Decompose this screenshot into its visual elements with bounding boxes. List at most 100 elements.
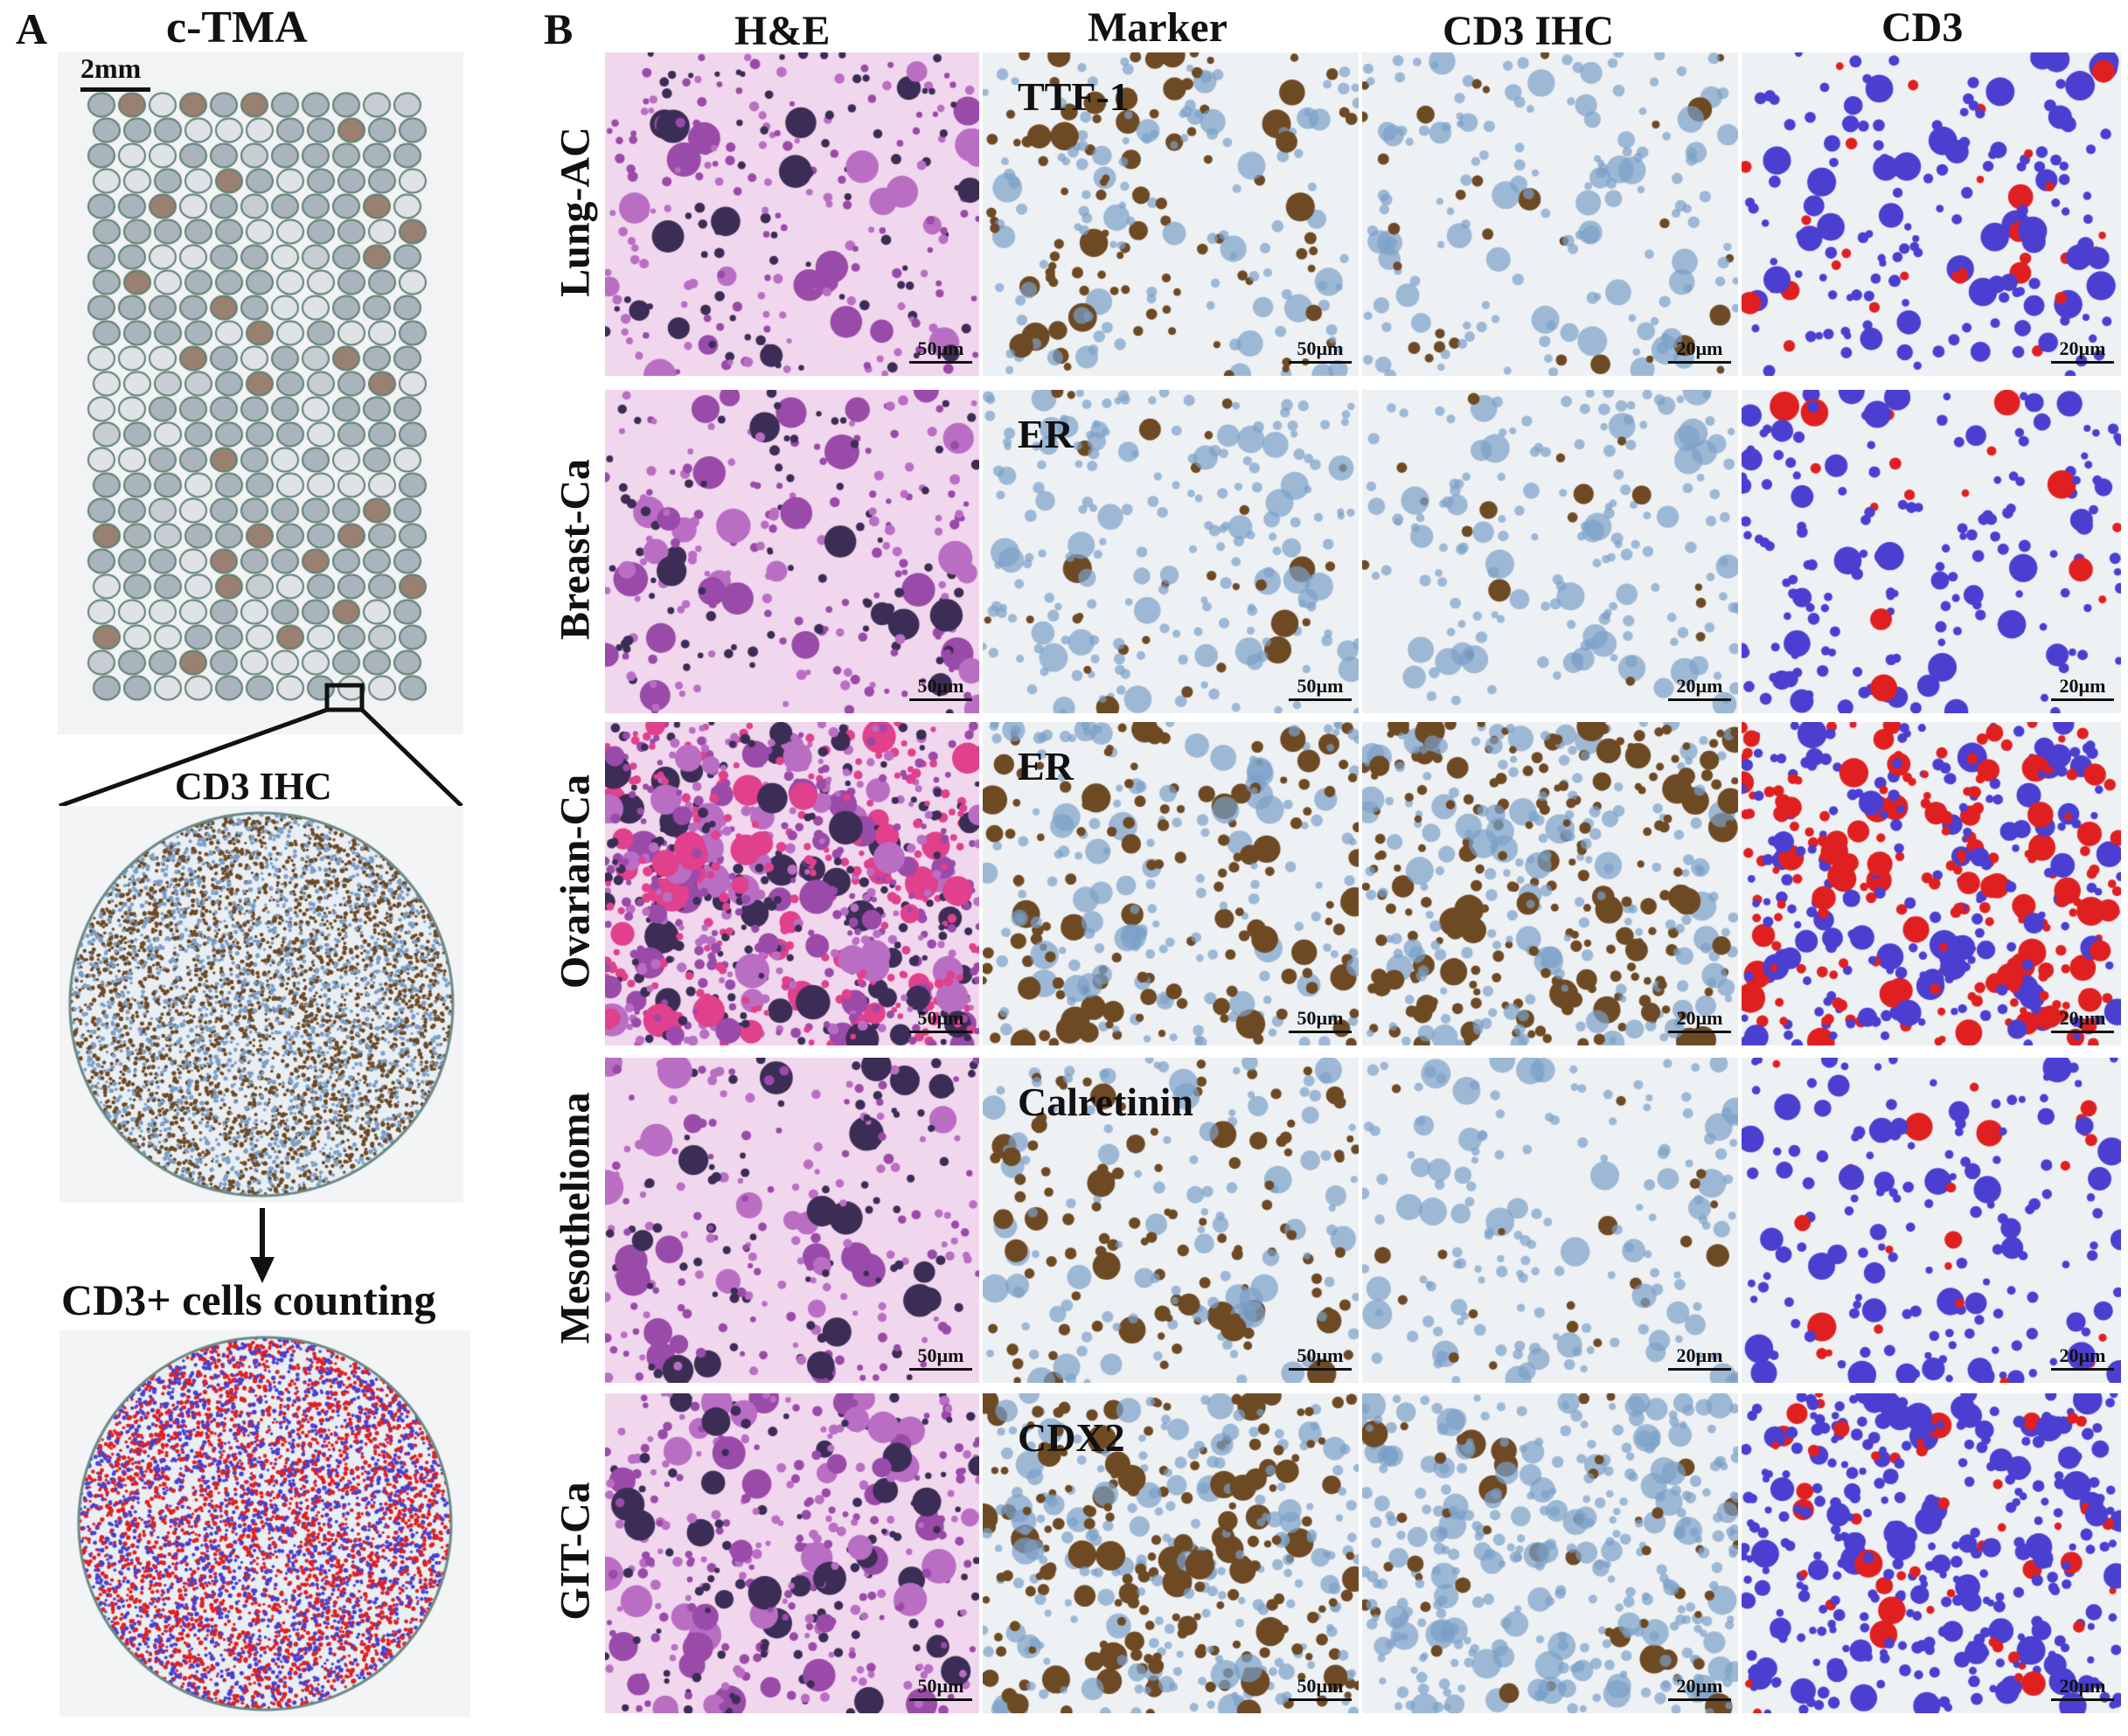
tile-image-r4-c1 bbox=[983, 1393, 1359, 1713]
scale-bar-r0-c2: 20µm bbox=[1668, 337, 1731, 364]
tile-r1-c3 bbox=[1742, 390, 2121, 713]
tile-r3-c1 bbox=[983, 1058, 1359, 1383]
tile-image-r4-c3 bbox=[1742, 1393, 2121, 1713]
scale-bar-label: 20µm bbox=[2059, 675, 2106, 697]
row-label-2: Ovarian-Ca bbox=[552, 774, 599, 990]
panel-a-letter: A bbox=[16, 4, 48, 53]
scale-bar-line bbox=[1289, 1698, 1352, 1701]
tile-image-r2-c1 bbox=[983, 722, 1359, 1045]
scale-bar-line bbox=[1668, 1698, 1731, 1701]
tile-r3-c3 bbox=[1742, 1058, 2121, 1383]
scale-bar-line bbox=[2051, 1368, 2114, 1371]
scale-bar-r1-c3: 20µm bbox=[2051, 675, 2114, 701]
tile-image-r2-c3 bbox=[1742, 722, 2121, 1045]
cd3-count-core-image bbox=[59, 1330, 470, 1717]
tma-scale-bar bbox=[80, 87, 150, 92]
col-header-cd3-ihc: CD3 IHC bbox=[1443, 8, 1615, 54]
tile-image-r1-c3 bbox=[1742, 390, 2121, 713]
tile-image-r0-c0 bbox=[605, 52, 979, 376]
scale-bar-label: 20µm bbox=[2059, 1344, 2106, 1366]
marker-label-3: Calretinin bbox=[1018, 1080, 1194, 1124]
tma-grid-image bbox=[58, 52, 463, 734]
panel-b-letter: B bbox=[544, 4, 574, 53]
tile-image-r2-c2 bbox=[1362, 722, 1738, 1045]
cd3-ihc-core bbox=[59, 806, 463, 1203]
tile-image-r1-c1 bbox=[983, 390, 1359, 713]
scale-bar-label: 50µm bbox=[917, 337, 964, 359]
scale-bar-label: 50µm bbox=[1297, 1675, 1344, 1697]
tile-r2-c1 bbox=[983, 722, 1359, 1045]
tile-r2-c2 bbox=[1362, 722, 1738, 1045]
row-label-4: GIT-Ca bbox=[552, 1482, 599, 1621]
scale-bar-line bbox=[909, 1698, 972, 1701]
scale-bar-line bbox=[2051, 1698, 2114, 1701]
row-label-3: Mesothelioma bbox=[552, 1092, 599, 1344]
col-header-cd3: CD3 bbox=[1881, 4, 1964, 51]
tile-image-r3-c2 bbox=[1362, 1058, 1738, 1383]
scale-bar-label: 50µm bbox=[1297, 675, 1344, 697]
tile-image-r4-c2 bbox=[1362, 1393, 1738, 1713]
scale-bar-r3-c3: 20µm bbox=[2051, 1344, 2114, 1371]
tma-scale-label: 2mm bbox=[80, 52, 142, 84]
tile-r0-c0 bbox=[605, 52, 979, 376]
scale-bar-line bbox=[909, 1368, 972, 1371]
tile-r0-c2 bbox=[1362, 52, 1738, 376]
tile-image-r2-c0 bbox=[605, 722, 979, 1045]
tile-r4-c2 bbox=[1362, 1393, 1738, 1713]
scale-bar-r4-c0: 50µm bbox=[909, 1675, 972, 1701]
zoom-line-left bbox=[59, 707, 328, 809]
panel-a-title: c-TMA bbox=[166, 3, 308, 52]
scale-bar-label: 50µm bbox=[917, 675, 964, 697]
tile-image-r4-c0 bbox=[605, 1393, 979, 1713]
scale-bar-r3-c1: 50µm bbox=[1289, 1344, 1352, 1371]
scale-bar-label: 50µm bbox=[917, 1344, 964, 1366]
scale-bar-r2-c3: 20µm bbox=[2051, 1007, 2114, 1033]
zoom-box bbox=[324, 683, 365, 712]
scale-bar-r0-c1: 50µm bbox=[1289, 337, 1352, 364]
scale-bar-label: 20µm bbox=[1676, 1675, 1723, 1697]
marker-label-0: TTF-1 bbox=[1018, 74, 1130, 119]
scale-bar-label: 20µm bbox=[1676, 1344, 1723, 1366]
scale-bar-line bbox=[2051, 361, 2114, 364]
scale-bar-r3-c0: 50µm bbox=[909, 1344, 972, 1371]
scale-bar-r2-c2: 20µm bbox=[1668, 1007, 1731, 1033]
tile-r2-c3 bbox=[1742, 722, 2121, 1045]
scale-bar-r0-c0: 50µm bbox=[909, 337, 972, 364]
scale-bar-r0-c3: 20µm bbox=[2051, 337, 2114, 364]
scale-bar-line bbox=[909, 698, 972, 701]
row-label-0: Lung-AC bbox=[552, 127, 599, 297]
scale-bar-line bbox=[909, 1031, 972, 1033]
tile-r4-c1 bbox=[983, 1393, 1359, 1713]
scale-bar-line bbox=[1668, 698, 1731, 701]
tile-image-r3-c3 bbox=[1742, 1058, 2121, 1383]
scale-bar-r2-c0: 50µm bbox=[909, 1007, 972, 1033]
cd3-count-core bbox=[59, 1330, 470, 1717]
scale-bar-label: 20µm bbox=[1676, 1007, 1723, 1029]
tile-image-r0-c3 bbox=[1742, 52, 2121, 376]
scale-bar-label: 20µm bbox=[2059, 1007, 2106, 1029]
scale-bar-line bbox=[1289, 698, 1352, 701]
tile-r2-c0 bbox=[605, 722, 979, 1045]
count-title: CD3+ cells counting bbox=[61, 1275, 436, 1324]
tile-r4-c0 bbox=[605, 1393, 979, 1713]
scale-bar-label: 20µm bbox=[1676, 675, 1723, 697]
col-header-he: H&E bbox=[734, 8, 831, 54]
scale-bar-label: 50µm bbox=[1297, 337, 1344, 359]
tile-r1-c0 bbox=[605, 390, 979, 713]
scale-bar-r1-c2: 20µm bbox=[1668, 675, 1731, 701]
scale-bar-line bbox=[2051, 1031, 2114, 1033]
scale-bar-label: 50µm bbox=[1297, 1007, 1344, 1029]
scale-bar-label: 50µm bbox=[1297, 1344, 1344, 1366]
scale-bar-label: 20µm bbox=[2059, 337, 2106, 359]
col-header-marker: Marker bbox=[1088, 4, 1227, 51]
scale-bar-label: 50µm bbox=[917, 1007, 964, 1029]
scale-bar-line bbox=[2051, 698, 2114, 701]
scale-bar-line bbox=[1289, 1031, 1352, 1033]
tile-r0-c1 bbox=[983, 52, 1359, 376]
tile-image-r3-c1 bbox=[983, 1058, 1359, 1383]
scale-bar-line bbox=[1668, 1368, 1731, 1371]
scale-bar-r4-c2: 20µm bbox=[1668, 1675, 1731, 1701]
tile-r1-c1 bbox=[983, 390, 1359, 713]
tile-r4-c3 bbox=[1742, 1393, 2121, 1713]
tile-r3-c0 bbox=[605, 1058, 979, 1383]
